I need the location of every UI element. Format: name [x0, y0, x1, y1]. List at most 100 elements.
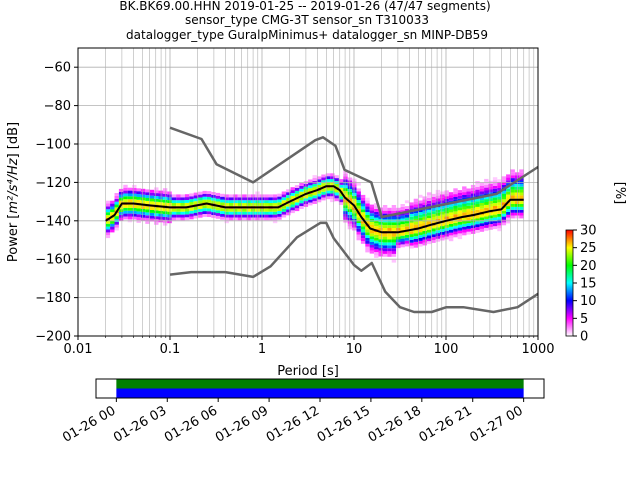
- density-cell: [334, 178, 339, 181]
- density-cell: [484, 181, 489, 185]
- density-cell: [506, 177, 511, 181]
- density-cell: [110, 206, 115, 210]
- density-cell: [114, 193, 119, 196]
- density-cell: [501, 190, 507, 194]
- density-cell: [484, 227, 489, 231]
- density-cell: [470, 210, 476, 214]
- density-cell: [382, 216, 388, 220]
- density-cell: [404, 206, 410, 209]
- density-cell: [391, 216, 397, 220]
- density-cell: [176, 194, 181, 198]
- density-cell: [426, 218, 432, 222]
- density-cell: [158, 216, 163, 220]
- colorbar-tick-label: 30: [580, 224, 597, 239]
- density-cell: [462, 212, 467, 216]
- density-cell: [215, 215, 221, 219]
- density-cell: [519, 206, 524, 210]
- y-tick-label: −60: [44, 61, 71, 76]
- density-cell: [356, 194, 361, 198]
- density-cell: [123, 184, 128, 188]
- density-cell: [334, 175, 339, 179]
- y-axis-label-main: Power [: [6, 214, 21, 263]
- density-cell: [114, 195, 119, 199]
- density-cell: [123, 216, 128, 220]
- density-cell: [510, 206, 515, 210]
- density-cell: [242, 211, 247, 215]
- density-cell: [330, 181, 335, 185]
- density-cell: [215, 198, 221, 202]
- density-cell: [374, 240, 379, 244]
- density-cell: [418, 212, 423, 215]
- density-cell: [453, 222, 458, 226]
- density-cell: [140, 206, 146, 209]
- density-cell: [299, 206, 304, 209]
- density-cell: [136, 194, 141, 197]
- density-cell: [431, 225, 436, 229]
- density-cell: [492, 180, 498, 183]
- density-cell: [431, 240, 436, 243]
- density-cell: [497, 182, 502, 186]
- density-cell: [167, 194, 172, 198]
- density-cell: [224, 208, 229, 212]
- density-cell: [198, 209, 203, 212]
- density-cell: [356, 214, 361, 218]
- density-cell: [448, 232, 454, 236]
- density-cell: [264, 217, 269, 221]
- density-cell: [140, 188, 146, 192]
- density-cell: [193, 207, 199, 210]
- density-cell: [189, 216, 194, 220]
- density-cell: [246, 217, 251, 221]
- density-cell: [506, 180, 511, 184]
- density-cell: [484, 204, 489, 208]
- density-cell: [426, 192, 432, 196]
- density-cell: [497, 196, 502, 200]
- density-cell: [440, 200, 445, 204]
- density-cell: [378, 239, 383, 243]
- density-cell: [501, 216, 507, 220]
- density-cell: [479, 208, 485, 212]
- density-cell: [162, 202, 168, 206]
- density-cell: [114, 207, 119, 211]
- density-cell: [422, 216, 427, 220]
- density-cell: [382, 253, 388, 257]
- density-cell: [391, 205, 397, 208]
- density-cell: [374, 237, 379, 241]
- density-cell: [176, 214, 181, 218]
- density-cell: [400, 221, 405, 225]
- density-cell: [145, 195, 150, 198]
- density-cell: [426, 215, 432, 219]
- density-cell: [123, 210, 128, 214]
- density-cell: [462, 229, 467, 233]
- density-cell: [488, 192, 493, 196]
- density-cell: [114, 221, 119, 225]
- density-cell: [519, 195, 524, 199]
- density-cell: [360, 226, 366, 230]
- density-cell: [466, 188, 471, 192]
- density-cell: [378, 242, 383, 245]
- density-cell: [356, 223, 361, 226]
- density-cell: [479, 217, 485, 221]
- density-cell: [457, 213, 463, 217]
- density-cell: [378, 236, 383, 240]
- density-cell: [281, 194, 287, 198]
- density-cell: [215, 210, 221, 214]
- density-cell: [321, 177, 326, 181]
- density-cell: [426, 235, 432, 239]
- density-cell: [220, 202, 225, 206]
- density-cell: [400, 244, 405, 248]
- density-cell: [484, 207, 489, 211]
- density-cell: [365, 235, 370, 238]
- density-cell: [382, 233, 388, 237]
- density-cell: [431, 202, 436, 206]
- density-cell: [356, 234, 361, 238]
- density-cell: [242, 208, 247, 212]
- density-cell: [409, 234, 414, 237]
- density-cell: [466, 220, 471, 224]
- density-cell: [453, 214, 458, 218]
- density-cell: [374, 234, 379, 238]
- density-cell: [294, 188, 300, 191]
- density-cell: [506, 194, 511, 198]
- density-cell: [330, 176, 335, 180]
- density-cell: [466, 211, 471, 215]
- density-cell: [435, 238, 441, 242]
